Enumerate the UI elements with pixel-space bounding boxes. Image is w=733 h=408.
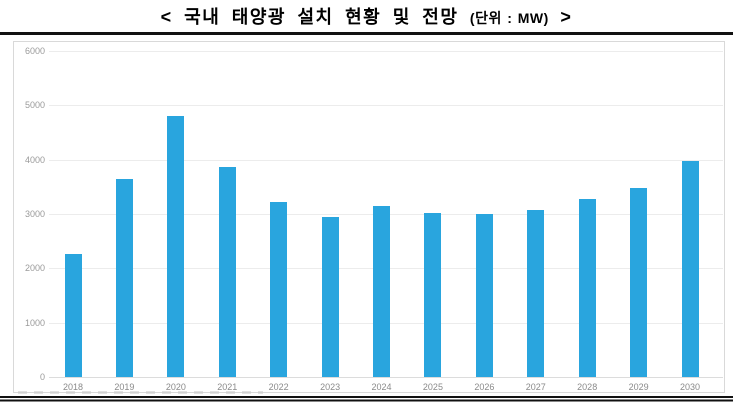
bottom-divider [0, 396, 733, 402]
x-tick-label-2028: 2028 [577, 382, 598, 392]
page-title-main: < 국내 태양광 설치 현황 및 전망 [160, 7, 459, 27]
bar-2018 [64, 253, 82, 377]
x-tick-label-2020: 2020 [165, 382, 186, 392]
chart-box: 0 1000 2000 3000 4000 5000 6000 2018 2019 2020 202… [13, 41, 725, 393]
y-tick-label-3000: 3000 [24, 209, 45, 219]
bar-2028 [578, 198, 596, 377]
bar-2023 [321, 216, 339, 377]
x-tick-label-2024: 2024 [371, 382, 392, 392]
bar-2022 [270, 202, 288, 377]
x-tick-label-2021: 2021 [217, 382, 238, 392]
bar-2020 [167, 116, 185, 377]
bar-chart: 0 1000 2000 3000 4000 5000 6000 2018 2019 2020 202… [14, 42, 724, 392]
page-title-close: > [560, 7, 573, 27]
blur-artifact [18, 391, 263, 394]
gridline-5000 [49, 105, 723, 107]
bar-2024 [373, 205, 391, 377]
y-tick-label-1000: 1000 [24, 317, 45, 328]
bar-2026 [475, 214, 493, 377]
x-tick-label-2019: 2019 [114, 382, 135, 392]
x-tick-label-2026: 2026 [474, 382, 495, 392]
bar-2030 [681, 160, 699, 377]
x-tick-label-2027: 2027 [525, 382, 546, 392]
gridline-0 [49, 377, 723, 378]
top-divider [0, 32, 733, 35]
page-title-unit: (단위 : MW) [469, 10, 549, 26]
y-tick-label-6000: 6000 [24, 46, 45, 56]
y-tick-label-4000: 4000 [24, 154, 45, 165]
x-tick-label-2030: 2030 [680, 382, 701, 392]
x-tick-label-2029: 2029 [628, 382, 649, 392]
x-tick-label-2018: 2018 [62, 382, 84, 392]
bar-2027 [527, 209, 545, 377]
x-tick-label-2023: 2023 [320, 382, 341, 392]
bar-2021 [218, 167, 236, 377]
gridline-6000 [49, 51, 723, 52]
x-tick-label-2022: 2022 [268, 382, 289, 392]
page-title: < 국내 태양광 설치 현황 및 전망 (단위 : MW) > [0, 3, 733, 29]
y-tick-label-2000: 2000 [24, 263, 45, 274]
y-tick-label-5000: 5000 [24, 100, 45, 111]
y-tick-label-0: 0 [39, 372, 45, 382]
bar-2029 [630, 187, 648, 377]
bar-2019 [115, 178, 133, 377]
x-tick-label-2025: 2025 [422, 382, 443, 392]
bar-2025 [424, 212, 442, 377]
gridline-4000 [49, 159, 723, 161]
